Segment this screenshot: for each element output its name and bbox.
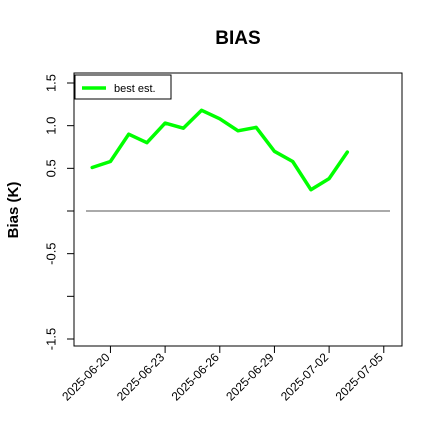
x-tick-label: 2025-06-26 (169, 350, 223, 404)
y-tick-label: -0.5 (43, 242, 58, 264)
y-tick-label: 1.0 (43, 117, 58, 135)
legend-label: best est. (114, 83, 156, 95)
x-axis: 2025-06-20 2025-06-23 2025-06-26 2025-06-29… (59, 346, 386, 404)
x-tick-label: 2025-07-05 (333, 350, 387, 404)
x-tick-label: 2025-06-29 (223, 350, 277, 404)
y-axis: -1.5 -0.5 0.5 1.0 1.5 (43, 74, 74, 350)
plot-frame (73, 72, 403, 347)
legend: best est. (74, 74, 172, 100)
y-tick-label: 1.5 (43, 74, 58, 92)
series-line-best-est (90, 108, 350, 192)
x-tick-label: 2025-06-20 (59, 350, 113, 404)
series-layer (90, 108, 350, 192)
chart-title: BIAS (215, 28, 260, 49)
y-tick-label: -1.5 (43, 328, 58, 350)
x-tick-label: 2025-07-02 (278, 350, 332, 404)
y-axis-label: Bias (K) (5, 182, 22, 239)
x-tick-label: 2025-06-23 (114, 350, 168, 404)
y-tick-label: 0.5 (43, 159, 58, 177)
